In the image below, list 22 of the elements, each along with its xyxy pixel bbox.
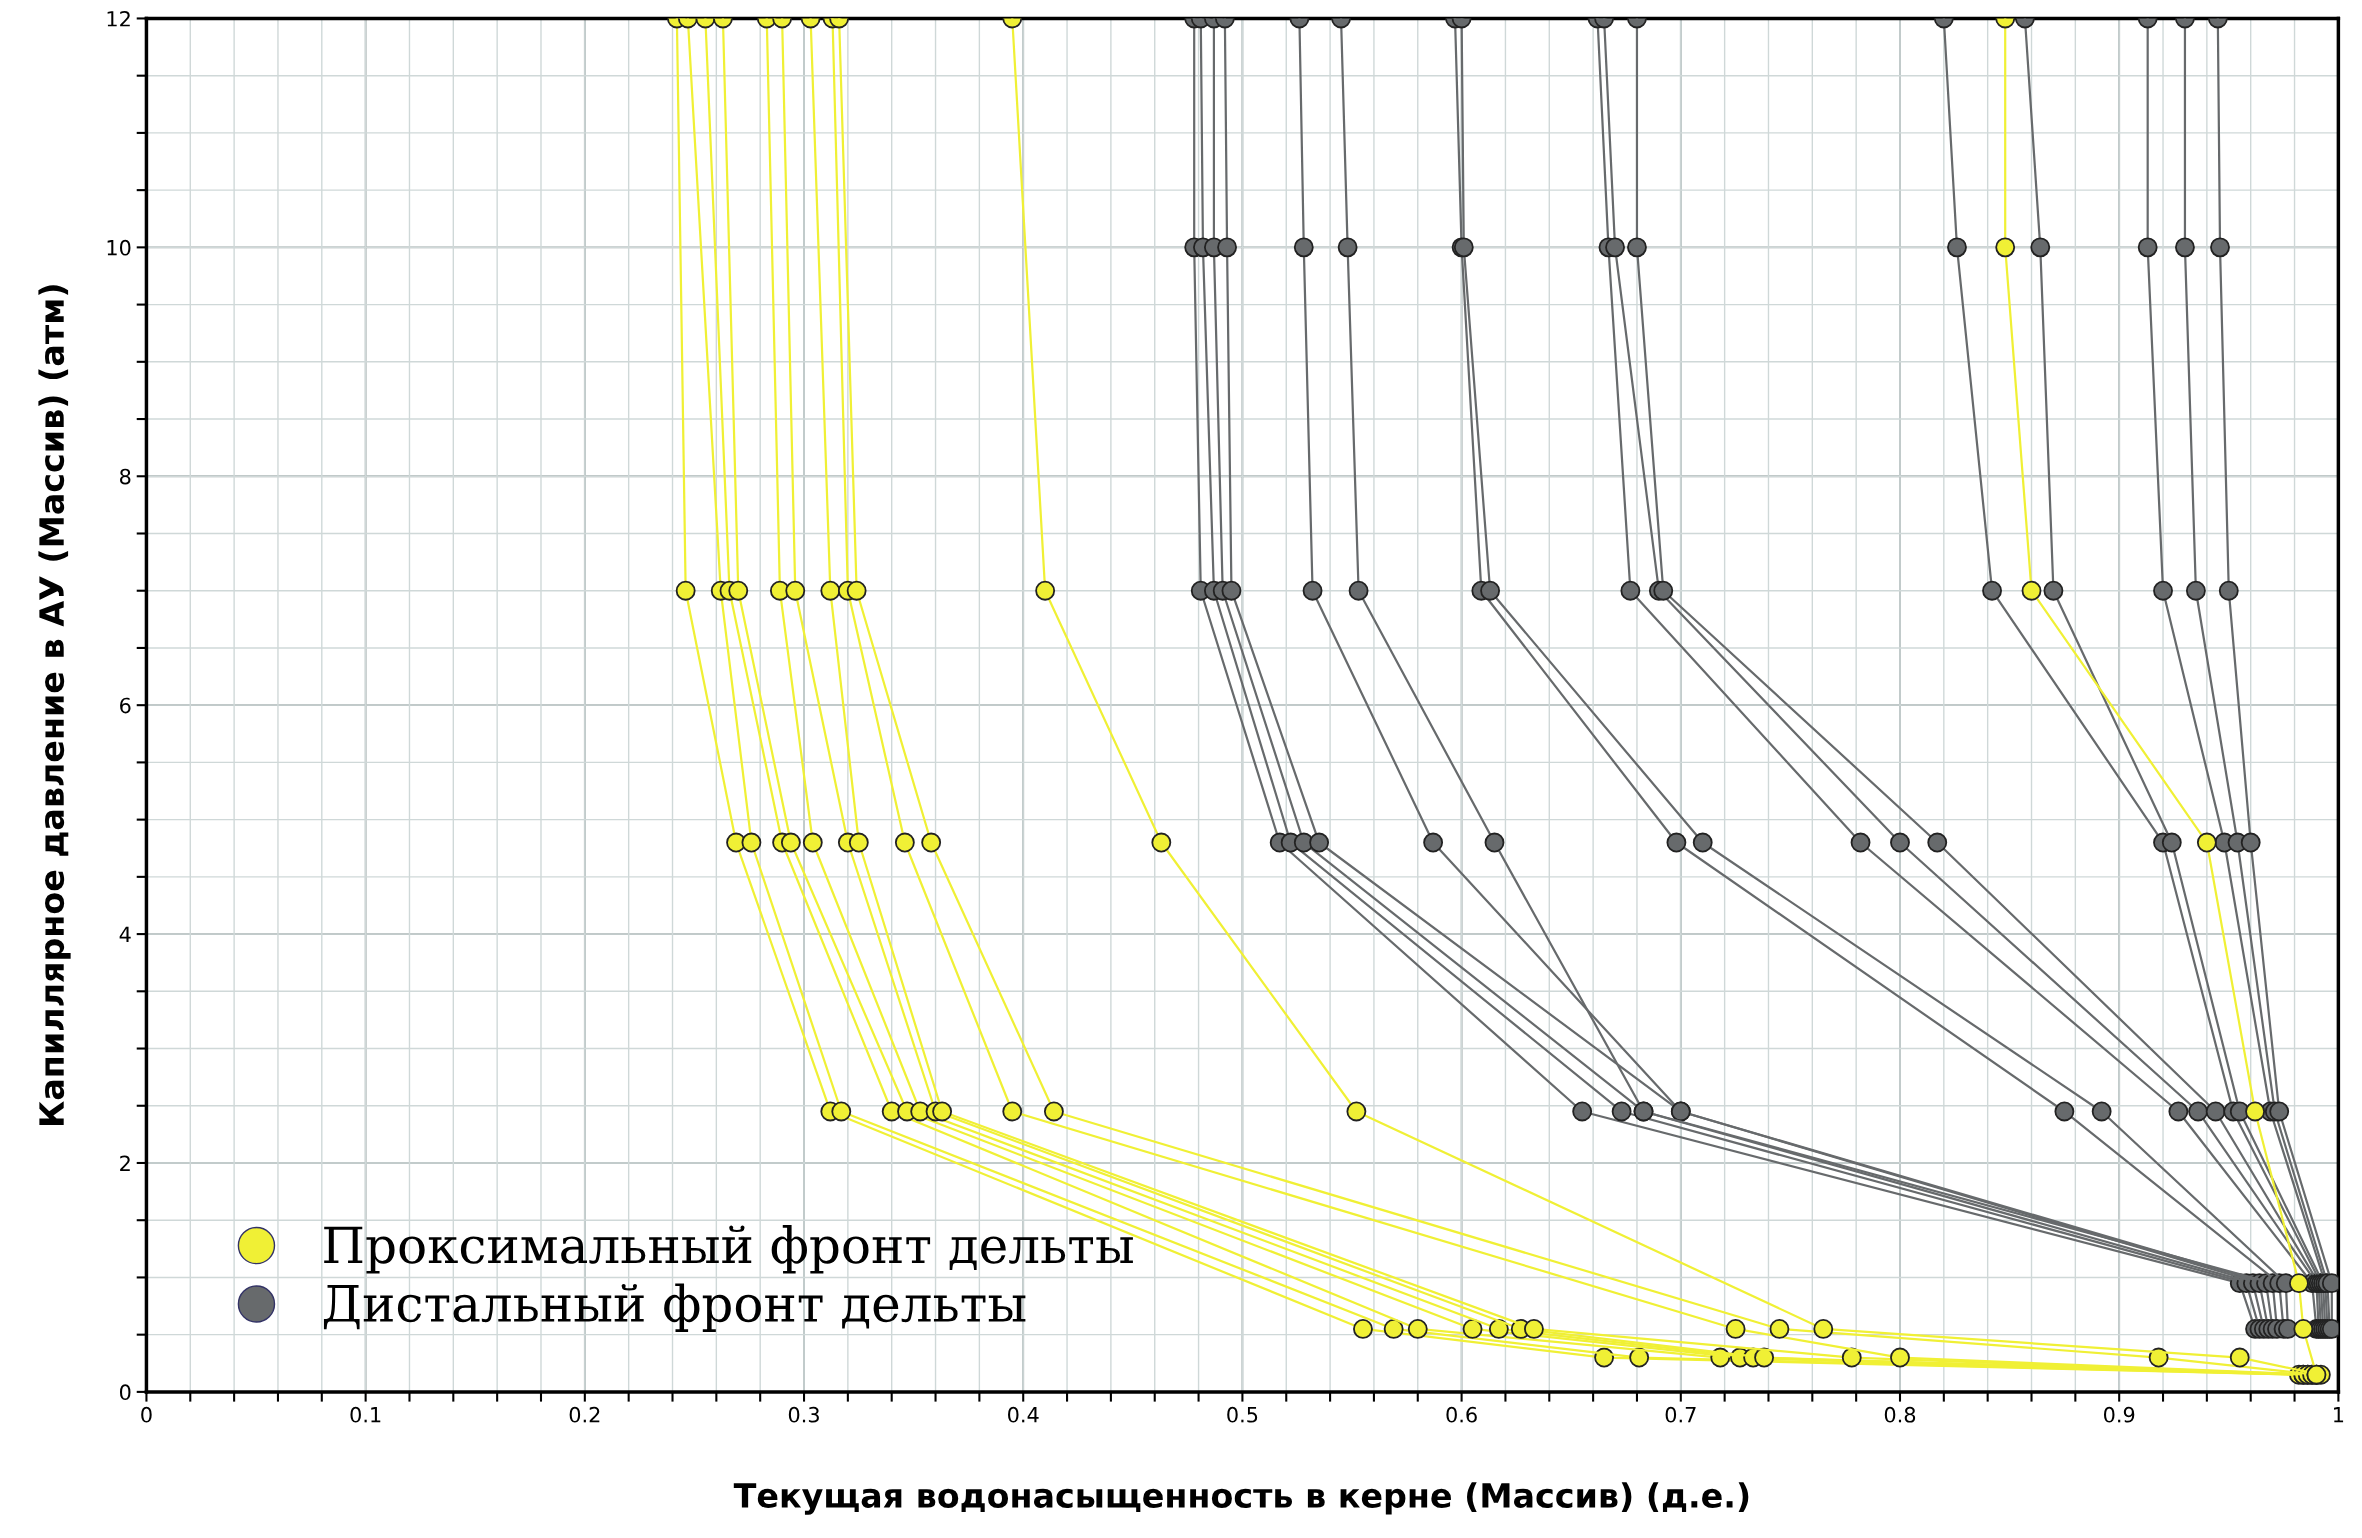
legend-label: Дистальный фронт дельты [323, 1283, 1026, 1332]
x-tick-label: 0.1 [350, 1406, 381, 1423]
x-tick-label: 0.4 [1008, 1406, 1039, 1423]
x-tick-label: 0.7 [1665, 1406, 1696, 1423]
y-axis-title: Капиллярное давление в АУ (Массив) (атм) [38, 285, 71, 1125]
x-tick-label: 0 [141, 1406, 152, 1423]
legend-label: Проксимальный фронт дельты [324, 1225, 1133, 1274]
y-tick-label: 4 [119, 926, 131, 942]
x-tick-label: 0.3 [788, 1406, 819, 1423]
y-tick-label: 0 [119, 1384, 131, 1401]
y-tick-label: 12 [107, 10, 130, 27]
x-tick-label: 0.2 [569, 1406, 600, 1423]
x-tick-label: 0.6 [1446, 1406, 1477, 1423]
y-tick-label: 2 [120, 1155, 130, 1171]
x-tick-label: 1 [2334, 1407, 2344, 1423]
x-tick-label: 0.9 [2103, 1406, 2135, 1423]
x-tick-label: 0.8 [1884, 1406, 1916, 1423]
y-tick-label: 6 [120, 697, 131, 714]
y-tick-label: 10 [107, 239, 131, 256]
x-axis-title: Текущая водонасыщенность в керне (Массив) (д.е.) [733, 1482, 1749, 1515]
y-tick-label: 8 [120, 468, 131, 485]
x-tick-label: 0.5 [1227, 1406, 1258, 1423]
